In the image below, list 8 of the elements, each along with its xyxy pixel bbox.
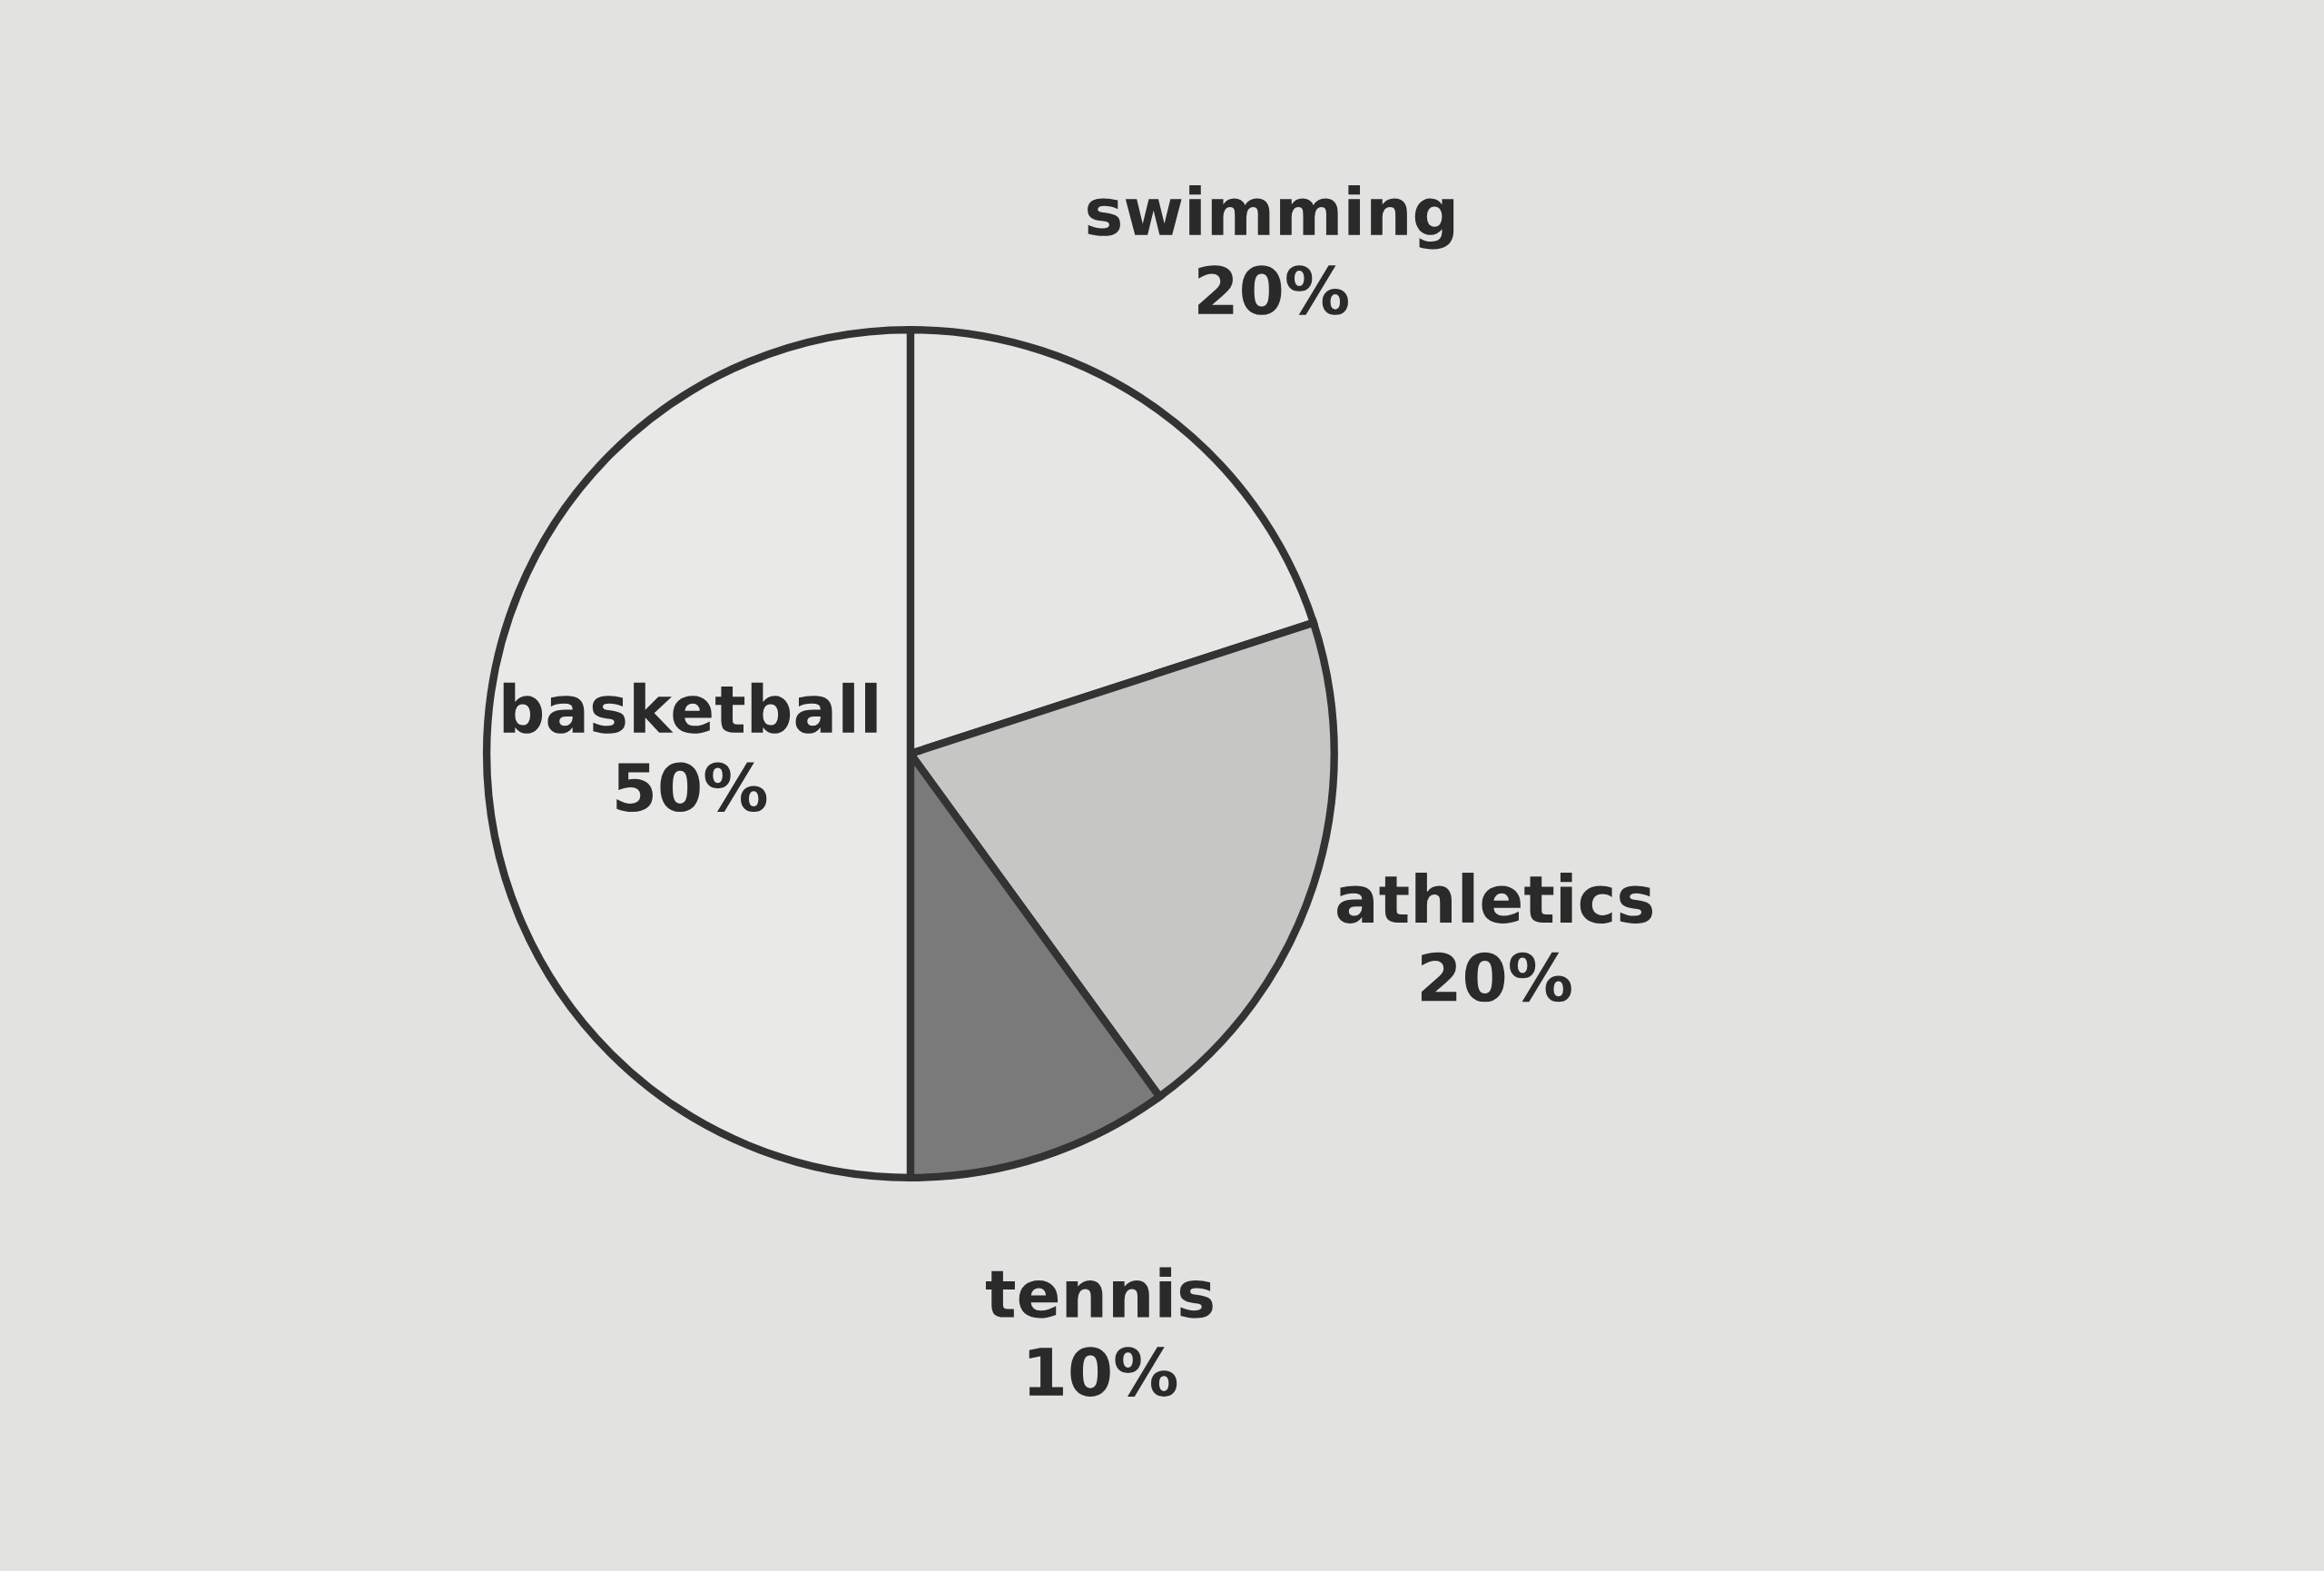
data-label: 20% bbox=[1198, 265, 1348, 315]
data-label: 10% bbox=[1029, 1347, 1177, 1397]
slice-label: tennis bbox=[986, 1267, 1213, 1319]
slice-label: swimming bbox=[1088, 184, 1454, 250]
data-label: 20% bbox=[1421, 952, 1571, 1003]
slice-label: athletics bbox=[1337, 873, 1653, 924]
data-label: 50% bbox=[616, 762, 767, 813]
slice-label: basketball bbox=[503, 682, 877, 734]
